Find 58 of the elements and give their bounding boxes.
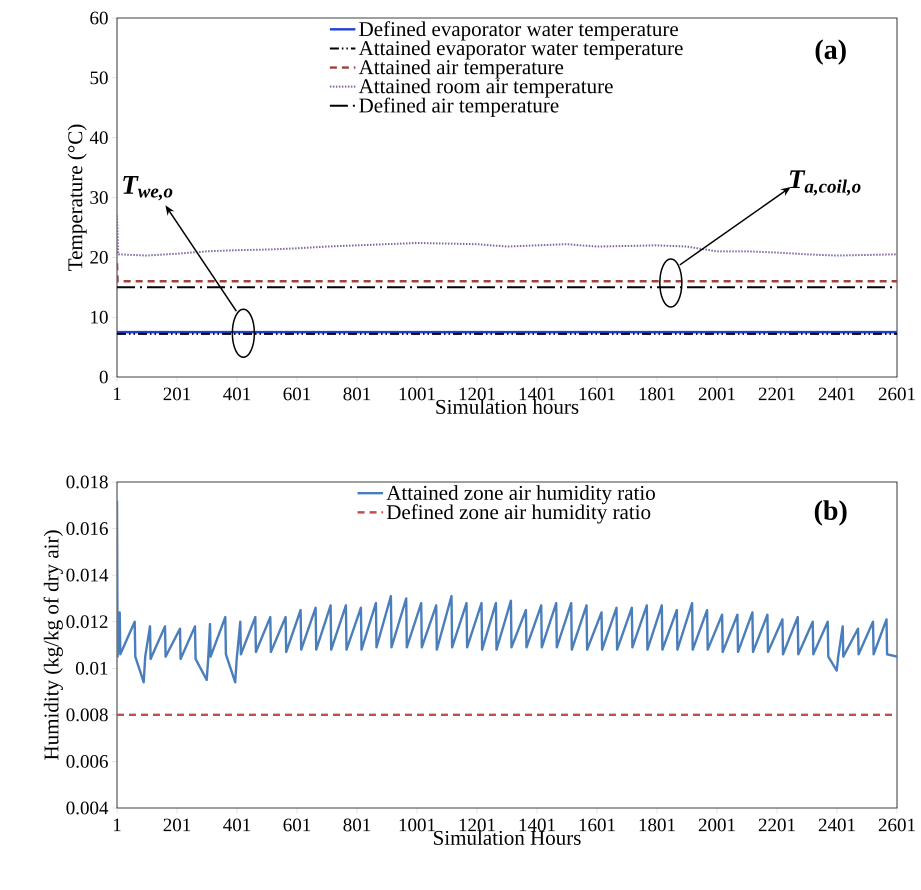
x-tick-label: 2601 xyxy=(878,818,915,832)
x-tick-label: 1001 xyxy=(400,388,435,400)
x-tick-label: 1201 xyxy=(460,388,495,400)
x-tick-label: 2401 xyxy=(818,388,855,400)
y-tick-label: 0 xyxy=(100,370,108,384)
y-tick-label: 60 xyxy=(90,12,108,24)
y-tick-label: 0.012 xyxy=(66,615,108,628)
x-tick-label: 2201 xyxy=(758,818,795,832)
y-axis-title: Humidity (kg/kg of dry air) xyxy=(44,530,63,760)
x-tick-label: 201 xyxy=(164,388,190,400)
y-tick-label: 0.008 xyxy=(66,708,108,722)
y-tick-label: 0.018 xyxy=(66,476,108,488)
x-tick-label: 1601 xyxy=(580,818,615,832)
legend-label: Defined air temperature xyxy=(359,98,558,117)
x-axis-title: Simulation hours xyxy=(436,399,578,414)
y-tick-label: 50 xyxy=(90,71,108,84)
y-tick-label: 0.014 xyxy=(66,568,108,582)
x-tick-label: 1201 xyxy=(460,818,495,832)
y-tick-label: 30 xyxy=(90,191,108,204)
x-tick-label: 2601 xyxy=(878,388,915,400)
legend-label: Defined evaporator water temperature xyxy=(359,21,678,40)
y-tick-label: 10 xyxy=(91,310,108,324)
x-tick-label: 2001 xyxy=(698,818,735,832)
x-axis-title: Simulation Hours xyxy=(434,830,581,845)
x-tick-label: 2401 xyxy=(818,818,855,832)
y-tick-label: 20 xyxy=(90,250,108,264)
x-tick-label: 1801 xyxy=(640,818,675,832)
y-axis-title: Temperature (°C) xyxy=(68,124,87,271)
x-tick-label: 801 xyxy=(343,818,370,832)
x-tick-label: 601 xyxy=(284,388,310,400)
legend-label: Attained evaporator water temperature xyxy=(358,40,683,60)
annotation: (a) xyxy=(816,39,846,65)
annotation: T$_{a,coil,o}$ xyxy=(790,170,861,196)
x-tick-label: 601 xyxy=(284,818,310,832)
x-tick-label: 1601 xyxy=(580,388,615,400)
x-tick-label: 401 xyxy=(223,388,250,400)
annotation: T$_{we,o}$ xyxy=(123,176,172,200)
legend-label: Defined zone air humidity ratio xyxy=(386,504,650,524)
x-tick-label: 201 xyxy=(164,818,190,832)
legend-label: Attained zone air humidity ratio xyxy=(386,485,655,504)
x-tick-label: 401 xyxy=(223,818,250,832)
annotation: (b) xyxy=(814,500,847,526)
x-tick-label: 1 xyxy=(114,818,121,832)
x-tick-label: 1 xyxy=(114,388,121,400)
y-tick-label: 40 xyxy=(90,131,108,144)
x-tick-label: 2201 xyxy=(758,388,795,400)
x-tick-label: 801 xyxy=(343,388,370,400)
y-tick-label: 0.01 xyxy=(76,662,108,675)
x-tick-label: 1801 xyxy=(640,388,675,400)
y-tick-label: 0.004 xyxy=(66,802,108,814)
x-tick-label: 1401 xyxy=(520,818,555,832)
legend-label: Attained room air temperature xyxy=(358,78,613,98)
x-tick-label: 1401 xyxy=(520,388,555,400)
y-tick-label: 0.006 xyxy=(66,754,108,768)
legend-label: Attained air temperature xyxy=(358,59,564,79)
x-tick-label: 2001 xyxy=(698,388,735,400)
y-tick-label: 0.016 xyxy=(66,522,108,536)
x-tick-label: 1001 xyxy=(400,818,435,832)
